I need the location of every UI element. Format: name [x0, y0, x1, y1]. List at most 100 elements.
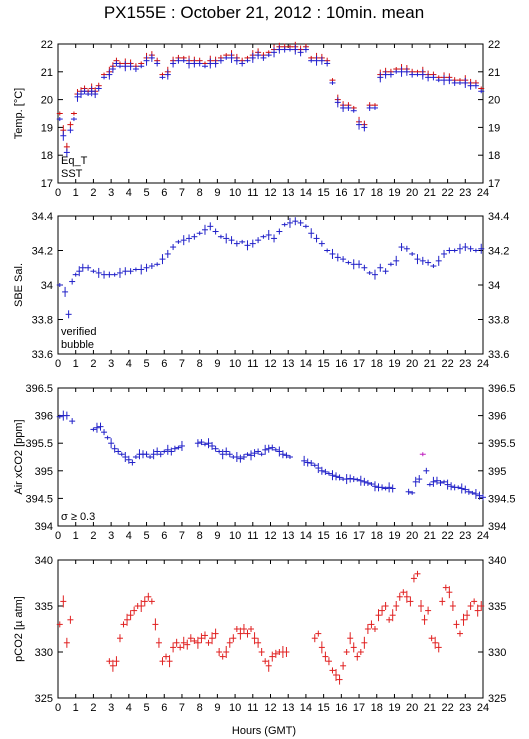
data-point	[325, 471, 332, 476]
data-point	[209, 632, 216, 645]
data-point	[56, 283, 63, 287]
x-tick-label: 12	[264, 702, 276, 714]
data-point	[159, 254, 166, 265]
data-point	[164, 444, 171, 455]
data-point	[419, 452, 426, 457]
data-point	[265, 444, 272, 453]
data-point	[471, 598, 478, 605]
data-point	[409, 71, 416, 78]
data-point	[191, 233, 198, 240]
data-point	[444, 479, 451, 490]
data-point	[122, 61, 129, 72]
data-point	[269, 444, 276, 451]
data-point	[478, 243, 485, 254]
data-point	[148, 263, 155, 270]
data-point	[76, 266, 83, 277]
data-point	[432, 636, 439, 649]
x-tick-label: 10	[229, 358, 241, 370]
x-tick-label: 21	[424, 187, 436, 199]
x-tick-label: 17	[353, 702, 365, 714]
plot-frame	[57, 43, 484, 184]
data-point	[141, 596, 148, 607]
x-tick-label: 19	[388, 358, 400, 370]
x-tick-label: 16	[335, 358, 347, 370]
x-tick-label: 9	[214, 702, 220, 714]
x-tick-label: 11	[247, 358, 258, 370]
plot-frame	[57, 387, 484, 527]
data-point	[239, 60, 246, 67]
data-point	[412, 476, 419, 487]
x-tick-label: 23	[459, 358, 471, 370]
x-tick-label: 12	[264, 530, 276, 542]
data-point	[124, 613, 131, 626]
data-point	[127, 268, 134, 275]
data-point	[240, 454, 247, 460]
legend-entry: bubble	[61, 339, 94, 351]
data-point	[67, 127, 74, 134]
data-point	[69, 278, 76, 285]
data-point	[414, 72, 421, 77]
data-point	[329, 248, 336, 259]
data-point	[375, 609, 382, 622]
data-point	[435, 78, 442, 83]
data-point	[423, 467, 430, 474]
data-point	[403, 245, 410, 252]
data-point	[196, 60, 203, 67]
y-tick-label: 340	[35, 555, 53, 567]
data-point	[354, 477, 361, 482]
data-point	[361, 264, 368, 271]
data-point	[104, 435, 111, 440]
x-tick-label: 6	[161, 358, 167, 370]
data-point	[191, 637, 198, 644]
x-tick-label: 24	[477, 358, 489, 370]
y-tick-label: 33.8	[32, 315, 53, 327]
data-point	[347, 474, 354, 483]
data-point	[118, 452, 125, 457]
data-point	[180, 58, 187, 63]
data-point	[315, 463, 322, 474]
legend-entry: Eq_T	[61, 155, 88, 167]
data-point	[428, 635, 435, 642]
data-point	[419, 69, 426, 80]
series-2	[56, 44, 485, 157]
data-point	[177, 644, 184, 651]
data-point	[113, 656, 120, 667]
data-point	[223, 447, 230, 456]
data-point	[456, 243, 463, 254]
data-point	[334, 253, 341, 262]
data-point	[281, 46, 288, 53]
x-tick-label: 15	[318, 702, 330, 714]
data-point	[350, 476, 357, 483]
data-point	[446, 247, 453, 254]
data-point	[97, 422, 104, 431]
x-tick-label: 24	[477, 702, 489, 714]
data-point	[226, 637, 233, 648]
data-point	[460, 613, 467, 626]
y-tick-label-right: 34.4	[488, 211, 509, 223]
y-tick-label: 325	[35, 693, 53, 705]
data-point	[304, 458, 311, 467]
data-point	[255, 637, 262, 648]
y-tick-label-right: 33.8	[488, 315, 509, 327]
y-tick-label: 19	[41, 122, 53, 134]
data-point	[458, 483, 465, 494]
data-point	[382, 602, 389, 610]
data-point	[171, 445, 178, 452]
data-point	[476, 491, 483, 500]
data-point	[255, 237, 262, 244]
data-point	[347, 632, 354, 645]
data-point	[389, 484, 396, 493]
data-point	[442, 584, 449, 591]
y-tick-label-right: 21	[488, 67, 500, 79]
data-point	[333, 472, 340, 481]
x-tick-label: 13	[282, 702, 294, 714]
data-point	[67, 615, 74, 624]
data-point	[462, 77, 469, 88]
x-tick-label: 4	[126, 702, 132, 714]
x-tick-label: 1	[73, 530, 79, 542]
data-point	[248, 626, 255, 632]
y-axis-label: SBE Sal.	[13, 263, 25, 307]
data-point	[106, 658, 113, 665]
data-point	[85, 92, 92, 97]
data-point	[446, 76, 453, 85]
